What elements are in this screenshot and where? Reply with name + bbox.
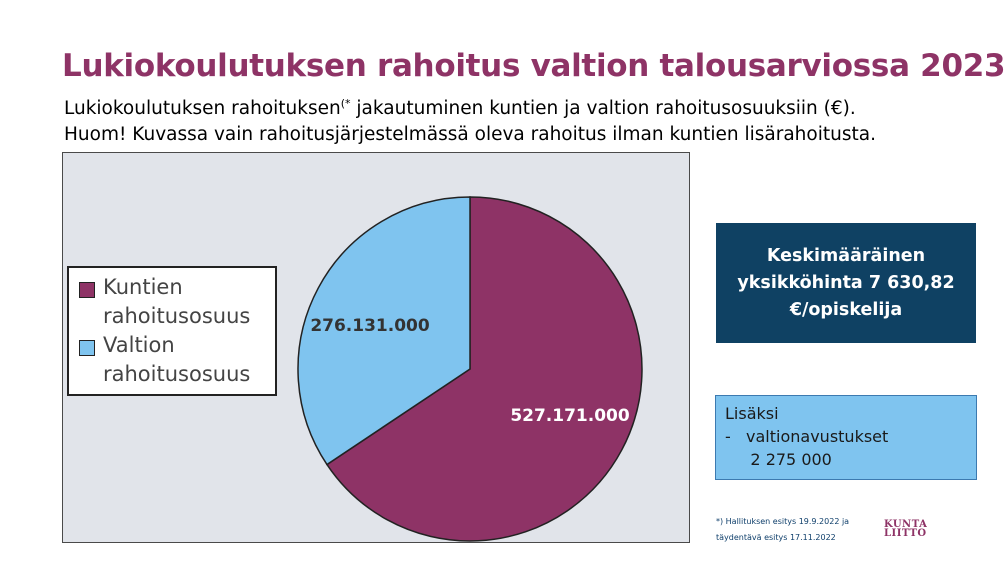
legend-label-kuntien: Kuntien rahoitusosuus: [103, 275, 251, 328]
subtitle-line-2: Huom! Kuvassa vain rahoitusjärjestelmäss…: [64, 124, 876, 145]
pie-slice-0: [325, 196, 643, 542]
chart-legend: Kuntien rahoitusosuus Valtion rahoitusos…: [67, 266, 277, 396]
pie-chart: 527.171.000 276.131.000: [297, 196, 643, 542]
extra-funding-box: Lisäksi - valtionavustukset 2 275 000: [715, 395, 977, 480]
logo-line-1: KUNTA: [884, 519, 928, 530]
legend-item-valtion: Valtion rahoitusosuus: [69, 331, 275, 389]
subtitle-line-1a: Lukiokoulutuksen rahoituksen: [64, 98, 341, 119]
unit-price-box: Keskimääräinen yksikköhinta 7 630,82 €/o…: [716, 223, 976, 343]
subtitle-line-1: Lukiokoulutuksen rahoituksen(* jakautumi…: [64, 96, 876, 122]
logo-line-2: LIITTO: [884, 528, 927, 539]
legend-item-kuntien: Kuntien rahoitusosuus: [69, 273, 275, 331]
page-title: Lukiokoulutuksen rahoitus valtion talous…: [62, 48, 1004, 84]
kuntaliitto-logo: KUNTA LIITTO: [884, 519, 948, 539]
footnote-marker: (*: [340, 97, 351, 110]
unit-price-text: Keskimääräinen yksikköhinta 7 630,82 €/o…: [737, 245, 955, 320]
extra-funding-line-1: Lisäksi: [725, 404, 779, 423]
extra-funding-line-2: - valtionavustukset: [725, 427, 889, 446]
chart-area: 527.171.000 276.131.000 Kuntien rahoituso…: [62, 152, 690, 543]
pie-label-1: 276.131.000: [310, 316, 430, 336]
footnote: *) Hallituksen esitys 19.9.2022 ja täyde…: [716, 514, 866, 546]
extra-funding-line-3: 2 275 000: [725, 450, 832, 469]
pie-label-0: 527.171.000: [510, 406, 630, 426]
footnote-line-1: *) Hallituksen esitys 19.9.2022 ja: [716, 517, 850, 526]
legend-swatch-valtion: [79, 340, 95, 356]
legend-swatch-kuntien: [79, 282, 95, 298]
pie-slice-1: [297, 196, 471, 466]
legend-label-valtion: Valtion rahoitusosuus: [103, 333, 251, 386]
footnote-line-2: täydentävä esitys 17.11.2022: [716, 533, 836, 542]
subtitle-line-1b: jakautuminen kuntien ja valtion rahoitus…: [350, 98, 856, 119]
subtitle: Lukiokoulutuksen rahoituksen(* jakautumi…: [64, 96, 876, 148]
